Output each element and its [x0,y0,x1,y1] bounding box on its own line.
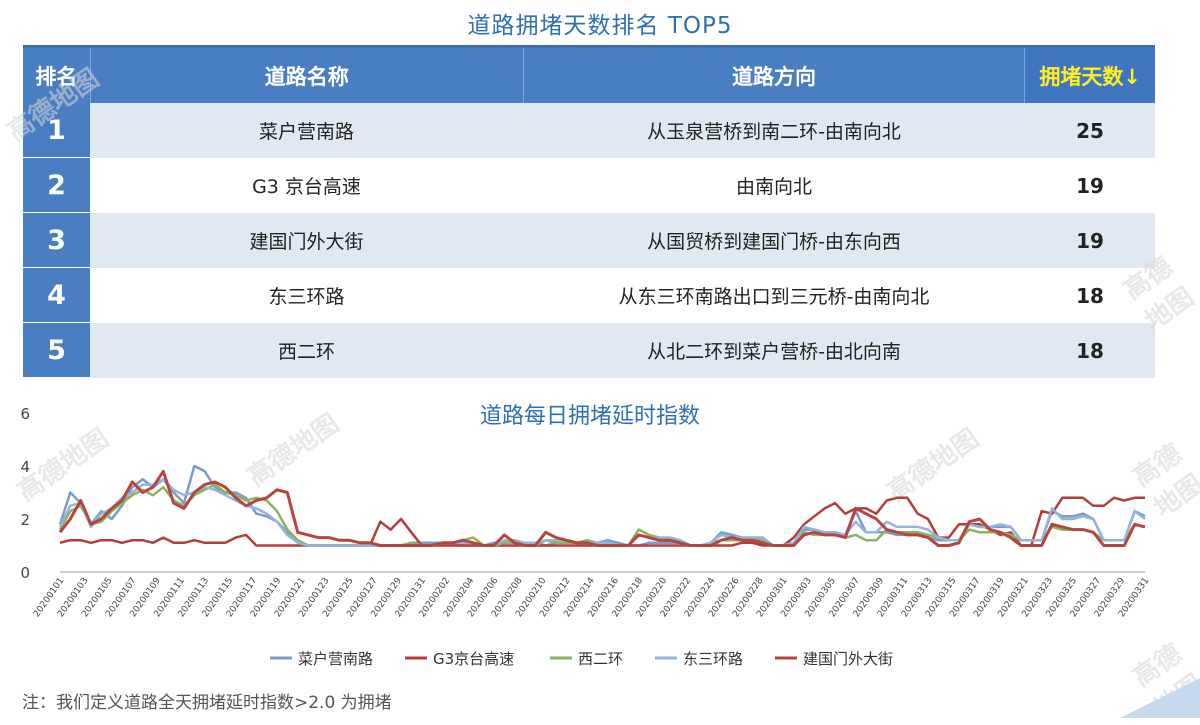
legend-label[interactable]: 西二环 [578,650,623,668]
legend-label[interactable]: G3京台高速 [433,650,514,668]
corner-decoration [1120,678,1200,718]
days-cell: 19 [1025,213,1155,268]
series-line [58,464,1146,547]
series-lines [58,464,1146,547]
y-tick-label: 2 [20,511,30,529]
rank-cell: 2 [23,158,90,213]
y-axis: 0 2 4 6 [20,405,30,582]
days-cell: 18 [1025,268,1155,323]
legend-label[interactable]: 东三环路 [683,650,743,668]
road-name-cell: 建国门外大街 [90,213,523,268]
header-rank[interactable]: 排名 [23,48,91,103]
table-header: 排名 道路名称 道路方向 拥堵天数↓ [23,48,1156,103]
footnote: 注：我们定义道路全天拥堵延时指数>2.0 为拥堵 [22,693,392,713]
y-tick-label: 0 [20,564,30,582]
rank-cell: 5 [23,323,90,378]
header-direction[interactable]: 道路方向 [524,48,1026,103]
direction-cell: 从玉泉营桥到南二环-由南向北 [523,103,1025,158]
direction-cell: 由南向北 [523,158,1025,213]
header-road-name[interactable]: 道路名称 [91,48,524,103]
road-name-cell: 西二环 [90,323,523,378]
daily-congestion-line-chart: 道路每日拥堵延时指数 0 2 4 6 202001012020010320200105… [20,404,1151,668]
page-title: 道路拥堵天数排名 TOP5 [467,13,733,39]
road-name-cell: 东三环路 [90,268,523,323]
direction-cell: 从国贸桥到建国门桥-由东向西 [523,213,1025,268]
ranking-table: 排名 道路名称 道路方向 拥堵天数↓ 1 菜户营南路 从玉泉营桥到南二环-由南向… [23,45,1156,378]
table-row[interactable]: 1 菜户营南路 从玉泉营桥到南二环-由南向北 25 [23,103,1155,158]
road-name-cell: G3 京台高速 [90,158,523,213]
y-tick-label: 6 [20,405,30,423]
table-row[interactable]: 4 东三环路 从东三环南路出口到三元桥-由南向北 18 [23,268,1155,323]
series-line [58,469,1146,547]
table-row[interactable]: 3 建国门外大街 从国贸桥到建国门桥-由东向西 19 [23,213,1155,268]
chart-title: 道路每日拥堵延时指数 [480,404,700,429]
rank-cell: 4 [23,268,90,323]
rank-cell: 1 [23,103,90,158]
x-axis: 2020010120200103202001052020010720200109… [32,571,1151,619]
table-row[interactable]: 5 西二环 从北二环到菜户营桥-由北向南 18 [23,323,1155,378]
direction-cell: 从北二环到菜户营桥-由北向南 [523,323,1025,378]
rank-cell: 3 [23,213,90,268]
days-cell: 19 [1025,158,1155,213]
road-name-cell: 菜户营南路 [90,103,523,158]
direction-cell: 从东三环南路出口到三元桥-由南向北 [523,268,1025,323]
days-cell: 18 [1025,323,1155,378]
days-cell: 25 [1025,103,1155,158]
header-congestion-days-sorted[interactable]: 拥堵天数↓ [1025,48,1156,103]
y-tick-label: 4 [20,458,30,476]
legend: 菜户营南路 G3京台高速 西二环 东三环路 建国门外大街 [270,650,893,668]
legend-label[interactable]: 菜户营南路 [298,650,373,668]
legend-label[interactable]: 建国门外大街 [803,650,893,668]
table-row[interactable]: 2 G3 京台高速 由南向北 19 [23,158,1155,213]
